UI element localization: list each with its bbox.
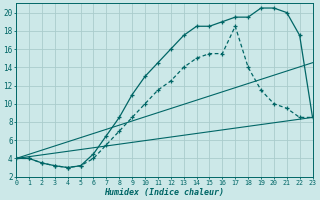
X-axis label: Humidex (Indice chaleur): Humidex (Indice chaleur) xyxy=(104,188,224,197)
